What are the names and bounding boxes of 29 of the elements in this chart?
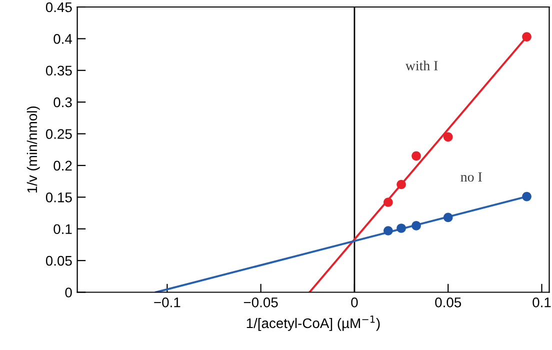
y-tick-label: 0.4 [54, 34, 72, 44]
point [384, 226, 393, 236]
y-tick-label: 0.15 [46, 192, 72, 202]
y-axis-title: 1/v (min/nmol) [26, 106, 40, 193]
x-tick-label: 0.05 [435, 297, 462, 308]
x-tick-label: 0.1 [532, 297, 551, 308]
x-tick-label: 0 [351, 297, 358, 308]
x-tick-label: −0.1 [154, 297, 180, 308]
point [396, 180, 406, 190]
y-tick-label: 0.25 [46, 129, 72, 139]
y-tick-label: 0.35 [46, 66, 72, 76]
point [384, 198, 393, 207]
annotation: no I [460, 172, 482, 182]
point [396, 224, 406, 233]
y-tick-label: 0.05 [46, 256, 72, 266]
x-axis-title: 1/[acetyl-CoA] (µM$^{−1}$) [246, 316, 380, 331]
y-tick-label: 0.3 [54, 97, 72, 108]
point [412, 221, 421, 230]
point [412, 151, 421, 161]
point [522, 192, 532, 202]
point [443, 212, 453, 222]
annotation: with I [405, 60, 438, 70]
y-tick-label: 0 [65, 288, 72, 298]
point [443, 132, 453, 142]
y-tick-label: 0.2 [54, 160, 72, 171]
y-tick-label: 0.45 [46, 2, 72, 12]
point [522, 32, 532, 42]
y-tick-label: 0.1 [54, 224, 72, 234]
x-tick-label: −0.05 [244, 297, 278, 308]
